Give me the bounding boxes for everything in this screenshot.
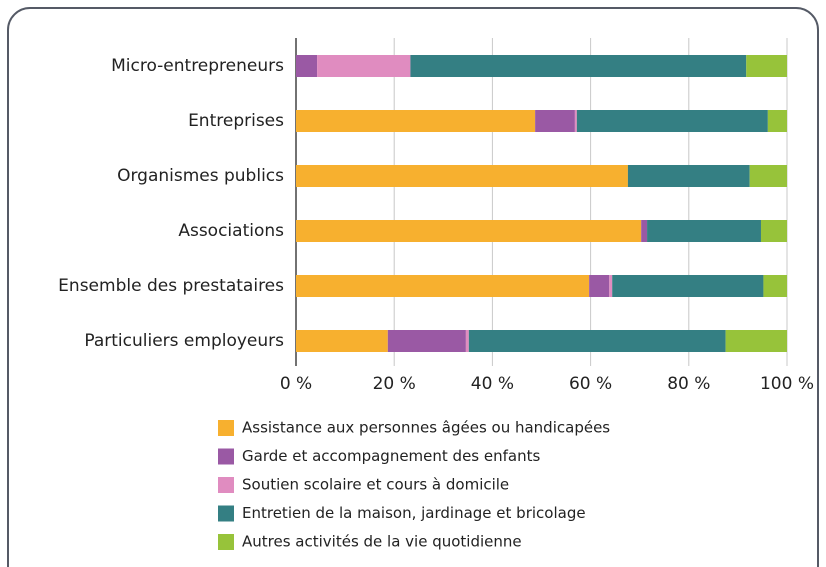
bar-segment [576, 110, 768, 132]
y-tick-label: Ensemble des prestataires [58, 276, 284, 296]
bar-segment [410, 55, 747, 77]
bar-segment [296, 275, 590, 297]
y-tick-label: Particuliers employeurs [84, 331, 284, 351]
x-tick-label: 80 % [667, 374, 710, 394]
bar-segment [465, 330, 469, 352]
y-tick-label: Associations [178, 221, 284, 241]
bar-segment [535, 110, 575, 132]
bar-segment [749, 165, 787, 187]
legend-swatch [218, 448, 234, 465]
bar-segment [387, 330, 466, 352]
y-tick-label: Entreprises [188, 111, 284, 131]
bar-segment [760, 220, 787, 242]
x-tick-label: 40 % [471, 374, 514, 394]
bar-segment [296, 55, 318, 77]
frame [7, 7, 819, 567]
bar-segment [725, 330, 787, 352]
x-tick-label: 20 % [373, 374, 416, 394]
legend-label: Entretien de la maison, jardinage et bri… [242, 504, 586, 522]
bar-segment [609, 275, 613, 297]
x-tick-label: 60 % [569, 374, 612, 394]
bar-segment [763, 275, 787, 297]
y-tick-label: Micro-entrepreneurs [111, 56, 284, 76]
legend-swatch [218, 477, 234, 493]
bar-segment [767, 110, 787, 132]
bar-segment [317, 55, 411, 77]
legend-label: Soutien scolaire et cours à domicile [242, 476, 509, 494]
bar-segment [589, 275, 610, 297]
bar-segment [296, 110, 536, 132]
legend-swatch [218, 420, 234, 436]
legend-swatch [218, 505, 234, 522]
x-tick-label: 100 % [760, 374, 814, 394]
bar-segment [647, 220, 761, 242]
legend-label: Autres activités de la vie quotidienne [242, 533, 522, 551]
bar-segment [574, 110, 577, 132]
legend-label: Garde et accompagnement des enfants [242, 447, 540, 465]
bar-segment [627, 165, 750, 187]
bar-segment [612, 275, 764, 297]
y-tick-label: Organismes publics [117, 166, 284, 186]
bar-segment [746, 55, 787, 77]
bar-segment [296, 330, 388, 352]
x-tick-label: 0 % [280, 374, 312, 394]
legend-swatch [218, 534, 234, 550]
bar-segment [296, 165, 628, 187]
bar-segment [296, 220, 642, 242]
bar-segment [641, 220, 648, 242]
bar-segment [468, 330, 726, 352]
legend-label: Assistance aux personnes âgées ou handic… [242, 419, 610, 437]
